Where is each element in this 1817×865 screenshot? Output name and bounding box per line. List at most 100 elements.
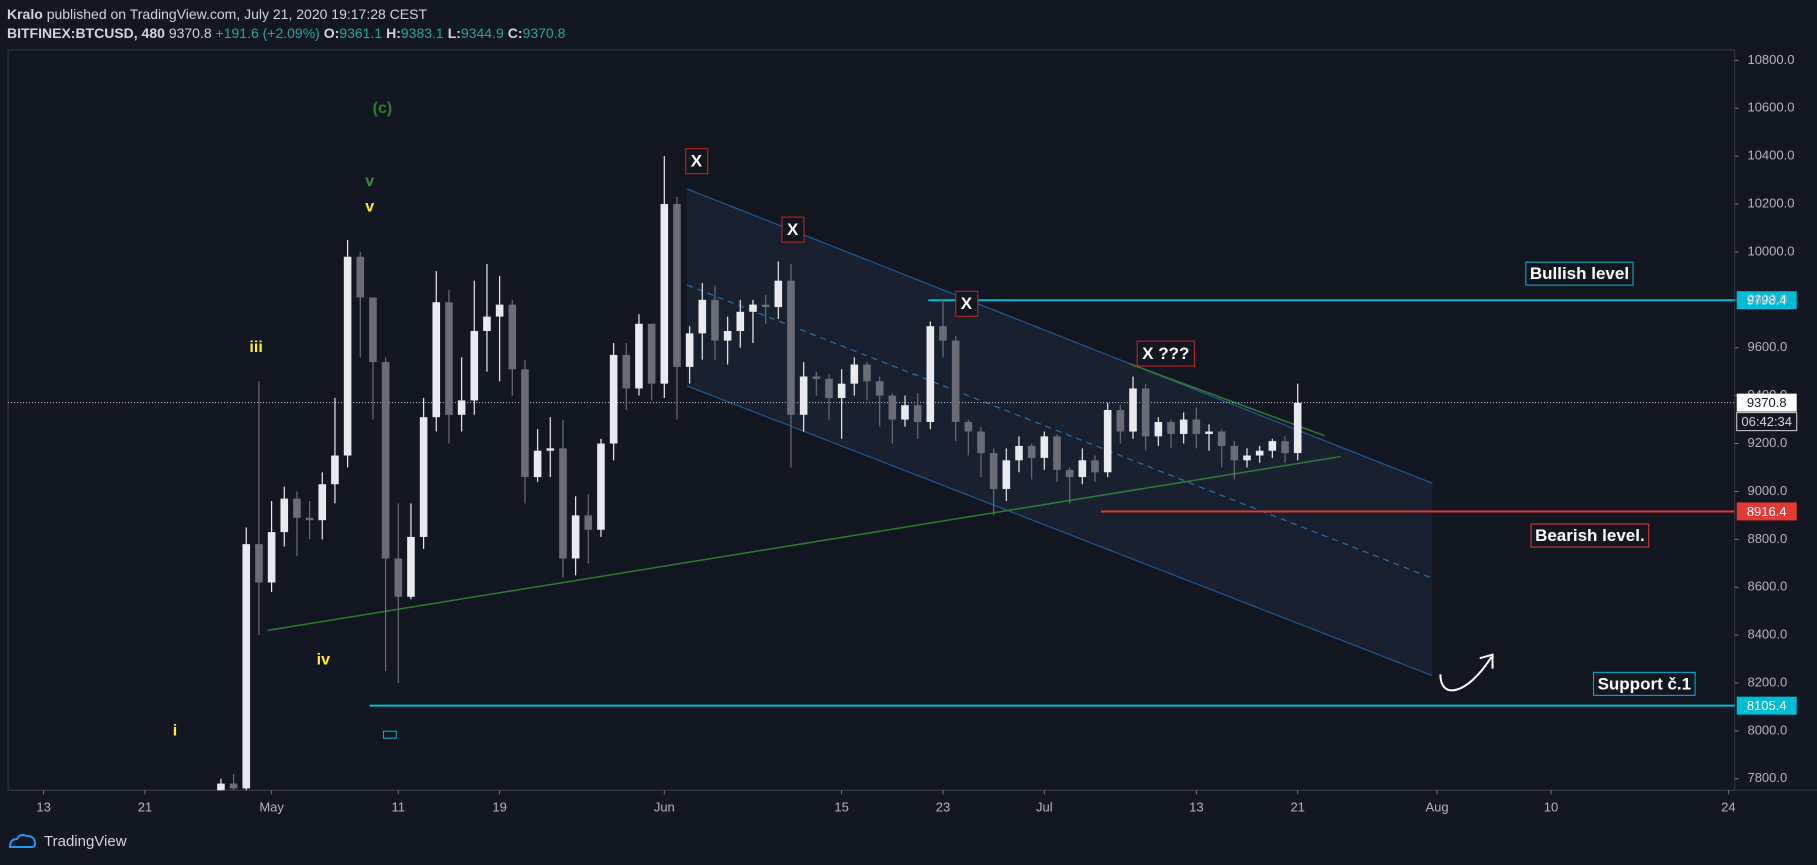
candle-body — [1154, 421, 1163, 437]
price-tag-label: 8916.4 — [1747, 504, 1787, 519]
candle-body — [521, 369, 529, 478]
channel-mid — [686, 284, 1433, 579]
x-wave-box — [955, 290, 979, 317]
y-tick-label: 10600.0 — [1747, 100, 1794, 115]
candle-body — [432, 302, 441, 418]
candle-body — [394, 558, 403, 597]
author[interactable]: Kralo — [7, 6, 43, 22]
candle-body — [1293, 402, 1302, 454]
candle-body — [407, 536, 415, 597]
candle-body — [1091, 460, 1099, 473]
wave-label: v — [365, 173, 374, 190]
price-tag — [1736, 502, 1797, 521]
symbol: BITFINEX:BTCUSD, 480 — [7, 25, 165, 41]
candle-body — [939, 326, 947, 341]
candle-body — [1040, 436, 1049, 458]
candle-body — [1002, 460, 1011, 490]
marker-box — [383, 730, 397, 739]
plot-area — [8, 156, 1735, 791]
last-price-tag — [1736, 393, 1797, 412]
trendline — [267, 455, 1341, 632]
ohlc-value: 9344.9 — [460, 25, 504, 41]
x-wave-box — [1136, 340, 1195, 367]
candle-body — [217, 783, 225, 791]
logo — [8, 834, 37, 848]
y-tick-label: 8600.0 — [1747, 579, 1787, 594]
wave-label: i — [173, 722, 177, 739]
channel-bottom — [686, 385, 1433, 677]
countdown-label: 06:42:34 — [1741, 414, 1792, 429]
x-wave-label: X — [787, 220, 799, 239]
price-tag-label: 8105.4 — [1747, 698, 1787, 713]
candle-body — [685, 333, 694, 367]
x-tick-label: 23 — [936, 800, 950, 815]
wave-label: iii — [249, 339, 262, 356]
trendline — [1129, 363, 1325, 437]
candle-body — [1217, 431, 1226, 446]
candle-body — [267, 532, 276, 583]
x-wave-box — [685, 148, 709, 175]
candle-body — [812, 376, 821, 379]
candle-body — [1141, 388, 1150, 437]
change: +191.6 (+2.09%) — [215, 25, 320, 41]
level-label: Bullish level — [1530, 264, 1629, 283]
candle-body — [647, 323, 656, 384]
candle-body — [825, 378, 833, 399]
countdown-tag — [1736, 412, 1798, 432]
candle-body — [736, 311, 745, 331]
candle-body — [318, 484, 327, 521]
candle-body — [483, 316, 491, 331]
candle-body — [445, 302, 453, 415]
candle-body — [546, 448, 555, 451]
y-tick-label: 10800.0 — [1747, 52, 1794, 67]
channel-top — [686, 188, 1433, 484]
candle-body — [749, 304, 757, 312]
candle-body — [1192, 419, 1201, 434]
candle-body — [774, 280, 783, 308]
candle-body — [787, 280, 795, 415]
candle-body — [1129, 388, 1137, 432]
candle-body — [711, 299, 719, 341]
candle-body — [331, 455, 339, 485]
candle-body — [1053, 436, 1061, 470]
footer: TradingView — [8, 832, 127, 850]
price-tag — [1736, 291, 1797, 310]
candle-body — [1103, 410, 1112, 473]
wave-label: iv — [317, 652, 330, 669]
wave-label: v — [365, 199, 374, 216]
brand[interactable]: TradingView — [44, 832, 127, 850]
level-label-box — [1593, 671, 1696, 696]
y-tick-label: 8200.0 — [1747, 674, 1787, 689]
y-tick-label: 9800.0 — [1747, 291, 1787, 306]
x-tick-label: 11 — [392, 800, 406, 815]
publish-line: Kralo published on TradingView.com, July… — [7, 6, 427, 22]
ohlc-value: 9361.1 — [339, 25, 383, 41]
x-tick-label: 24 — [1721, 800, 1735, 815]
candle-body — [356, 256, 365, 298]
y-tick-label: 8000.0 — [1747, 722, 1787, 737]
candle-body — [609, 354, 618, 444]
ohlc-label: H: — [386, 25, 401, 41]
y-tick-label: 9200.0 — [1747, 435, 1787, 450]
wave-label: (c) — [373, 100, 393, 117]
candle-body — [761, 304, 770, 308]
candle-body — [470, 330, 479, 401]
candle-body — [888, 395, 897, 420]
candle-body — [837, 383, 846, 399]
x-wave-label: X — [691, 152, 703, 171]
x-tick-label: 13 — [1189, 800, 1203, 815]
y-tick-label: 7800.0 — [1747, 770, 1787, 785]
publish-info: published on TradingView.com, July 21, 2… — [46, 6, 428, 22]
candle-body — [723, 330, 732, 341]
candle-body — [875, 381, 884, 396]
ohlc-value: 9383.1 — [400, 25, 444, 41]
candle-body — [698, 299, 707, 334]
candle-body — [660, 204, 669, 384]
candle-body — [850, 364, 859, 384]
candle-body — [597, 443, 605, 530]
price-tag-label: 9798.4 — [1747, 293, 1787, 308]
y-tick-label: 8800.0 — [1747, 531, 1787, 546]
candle-body — [964, 421, 973, 432]
y-tick-label: 8400.0 — [1747, 627, 1787, 642]
